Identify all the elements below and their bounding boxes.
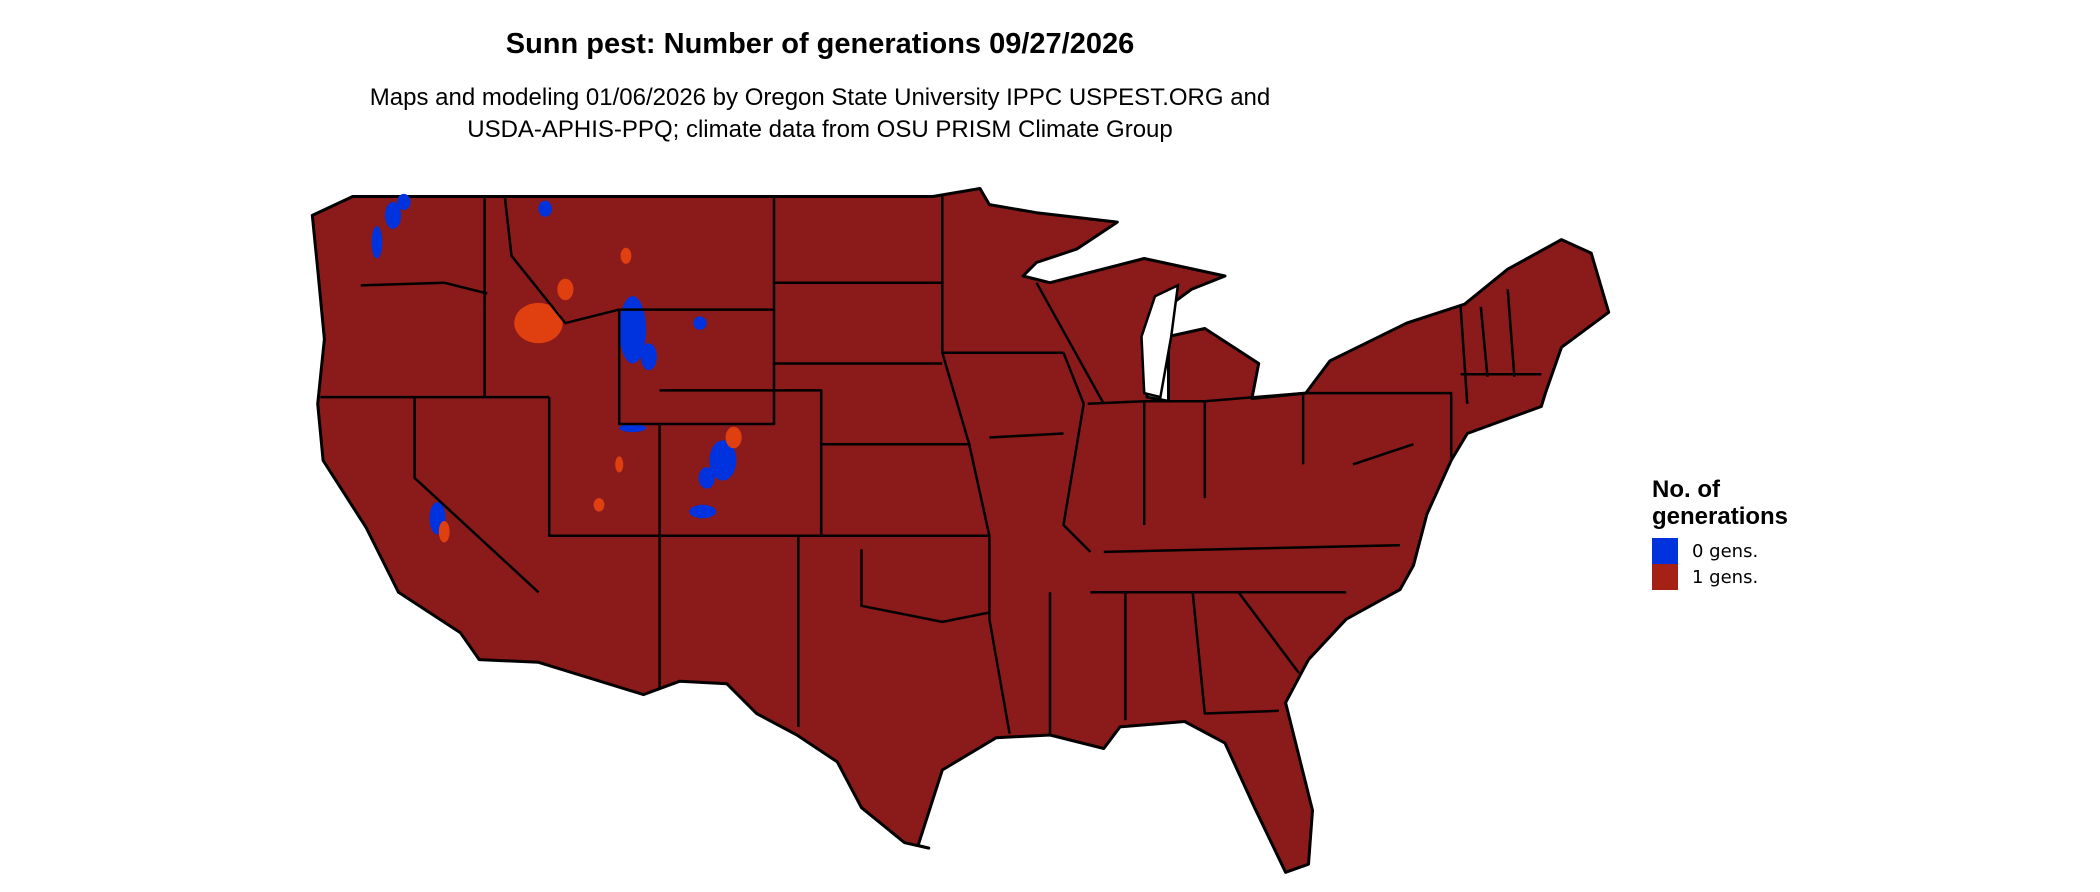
state-border bbox=[1303, 391, 1453, 458]
generation-patch bbox=[619, 296, 647, 364]
generation-patch bbox=[397, 193, 411, 210]
state-border bbox=[1506, 289, 1516, 377]
generation-patch bbox=[615, 456, 624, 473]
state-border bbox=[1237, 591, 1301, 674]
generation-patch bbox=[593, 498, 605, 512]
generation-patch bbox=[709, 440, 737, 481]
generation-patch bbox=[698, 467, 715, 489]
state-border bbox=[1459, 306, 1469, 404]
generation-patch bbox=[689, 504, 717, 519]
generation-patch bbox=[557, 278, 574, 301]
legend-label-0-gens: 0 gens. bbox=[1692, 540, 1759, 562]
state-border bbox=[1191, 592, 1279, 715]
generation-patch bbox=[538, 200, 552, 217]
generation-patch bbox=[620, 247, 632, 264]
state-border bbox=[1352, 443, 1414, 466]
generation-patch bbox=[514, 302, 563, 344]
us-outline bbox=[310, 187, 1611, 874]
legend-swatch-0-gens bbox=[1652, 538, 1678, 564]
legend-title-line2: generations bbox=[1652, 503, 1789, 530]
us-land-fill bbox=[310, 187, 1611, 874]
state-borders bbox=[320, 196, 1542, 734]
state-border bbox=[1345, 588, 1401, 621]
state-border bbox=[988, 535, 1011, 734]
generation-patch bbox=[693, 316, 707, 330]
state-border bbox=[547, 397, 660, 538]
state-border bbox=[1062, 352, 1092, 553]
legend-swatch-1-gens bbox=[1652, 564, 1678, 590]
generation-patch bbox=[725, 426, 742, 449]
state-border bbox=[860, 549, 990, 624]
state-border bbox=[503, 196, 620, 325]
map-subtitle-line2: USDA-APHIS-PPQ; climate data from OSU PR… bbox=[467, 116, 1173, 143]
state-border bbox=[360, 281, 488, 295]
legend-title-line1: No. of bbox=[1652, 476, 1720, 503]
state-border bbox=[413, 397, 540, 594]
generation-patch bbox=[619, 424, 647, 433]
map-title: Sunn pest: Number of generations 09/27/2… bbox=[505, 28, 1135, 60]
legend-item-1-gens: 1 gens. bbox=[1652, 564, 1788, 590]
lake-michigan bbox=[1140, 283, 1180, 399]
state-border bbox=[989, 432, 1064, 439]
generation-patches bbox=[371, 193, 742, 543]
state-border bbox=[1479, 306, 1489, 378]
legend-item-0-gens: 0 gens. bbox=[1652, 538, 1788, 564]
generation-patch bbox=[438, 520, 450, 543]
generation-patch bbox=[385, 201, 402, 229]
generation-patch bbox=[640, 343, 657, 371]
legend: No. of generations 0 gens. 1 gens. bbox=[1652, 476, 1788, 590]
map-subtitle-line1: Maps and modeling 01/06/2026 by Oregon S… bbox=[369, 84, 1271, 111]
generation-patch bbox=[371, 226, 383, 259]
legend-title: No. of generations bbox=[1652, 476, 1788, 530]
state-border bbox=[1035, 282, 1105, 405]
state-border bbox=[617, 196, 776, 426]
state-border bbox=[941, 352, 991, 537]
state-border bbox=[1103, 543, 1401, 554]
state-border bbox=[659, 389, 823, 538]
legend-label-1-gens: 1 gens. bbox=[1692, 566, 1759, 588]
